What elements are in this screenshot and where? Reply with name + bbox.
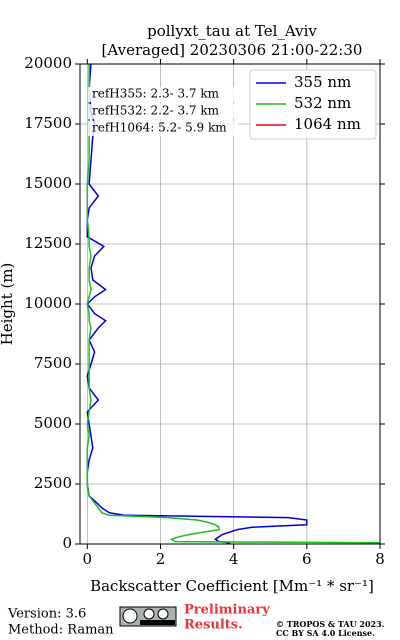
copyright: CC BY SA 4.0 License. <box>276 628 375 638</box>
y-tick-label: 2500 <box>34 474 72 492</box>
cc-logo <box>119 606 177 627</box>
y-tick-label: 5000 <box>34 414 72 432</box>
legend-label: 355 nm <box>294 73 351 91</box>
legend-label: 1064 nm <box>294 115 361 133</box>
profile-line <box>86 64 381 544</box>
y-tick-label: 0 <box>62 534 72 552</box>
version: Version: 3.6 <box>7 607 86 622</box>
method: Method: Raman <box>8 623 114 638</box>
x-tick-label: 4 <box>229 550 239 568</box>
legend-box <box>249 69 377 140</box>
y-axis-label: Height (m) <box>0 263 16 346</box>
x-tick-label: 6 <box>302 550 312 568</box>
x-tick-label: 8 <box>375 550 385 568</box>
y-tick-label: 15000 <box>24 174 72 192</box>
annotation: refH355: 2.3- 3.7 km <box>92 87 220 101</box>
chart-subtitle: [Averaged] 20230306 21:00-22:30 <box>102 41 363 59</box>
plot-frame <box>79 63 381 545</box>
y-tick-label: 12500 <box>24 234 72 252</box>
y-tick-label: 20000 <box>24 54 72 72</box>
profile-line <box>86 63 308 545</box>
y-tick-label: 10000 <box>24 294 72 312</box>
x-axis-label: Backscatter Coefficient [Mm⁻¹ * sr⁻¹] <box>90 577 374 595</box>
annotation-bg <box>88 121 238 136</box>
x-tick-label: 2 <box>156 550 166 568</box>
y-tick-label: 17500 <box>24 114 72 132</box>
x-tick-label: 0 <box>83 550 93 568</box>
annotation: refH1064: 5.2- 5.9 km <box>92 121 227 135</box>
annotation-bg <box>88 104 238 119</box>
status: Results. <box>184 618 243 633</box>
status: Preliminary <box>184 603 270 618</box>
chart-title: pollyxt_tau at Tel_Aviv <box>147 22 317 40</box>
copyright: © TROPOS & TAU 2023. <box>276 619 385 629</box>
legend-label: 532 nm <box>294 94 351 112</box>
y-tick-label: 7500 <box>34 354 72 372</box>
annotation: refH532: 2.2- 3.7 km <box>92 104 220 118</box>
annotation-bg <box>88 87 238 102</box>
